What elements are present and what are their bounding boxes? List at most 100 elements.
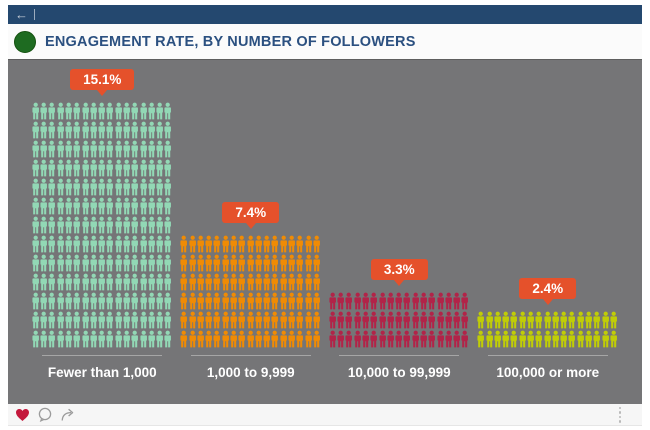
person-icon (148, 121, 155, 139)
person-icon (90, 311, 97, 329)
person-icon (280, 330, 287, 348)
person-icon (403, 311, 411, 329)
person-icon (148, 140, 155, 158)
person-icon (57, 102, 64, 120)
person-icon (48, 121, 56, 139)
person-icon (115, 140, 122, 158)
person-icon (81, 121, 89, 139)
category-label: 1,000 to 9,999 (206, 365, 295, 380)
comment-bubble-icon[interactable] (37, 407, 53, 422)
person-icon (40, 102, 47, 120)
person-icon (205, 254, 213, 272)
person-icon (461, 311, 469, 329)
person-icon (98, 311, 106, 329)
person-icon (156, 235, 164, 253)
person-icon (428, 330, 436, 348)
person-icon (387, 330, 394, 348)
person-icon (510, 311, 518, 329)
person-icon (115, 102, 122, 120)
person-icon (131, 197, 139, 215)
person-icon (123, 159, 130, 177)
person-icon (180, 273, 188, 291)
person-icon (213, 292, 221, 310)
person-icon (156, 178, 164, 196)
person-icon (140, 178, 147, 196)
person-icon (329, 330, 336, 348)
person-icon (238, 254, 246, 272)
person-icon (90, 140, 97, 158)
callout-pointer (542, 299, 553, 305)
person-icon (81, 311, 89, 329)
person-icon (106, 254, 114, 272)
person-icon (32, 292, 39, 310)
person-icon (123, 330, 130, 348)
person-icon (65, 159, 72, 177)
person-icon (148, 197, 155, 215)
back-arrow-icon[interactable]: ← (15, 7, 28, 22)
person-icon (535, 330, 543, 348)
person-icon (255, 273, 262, 291)
person-icon (40, 121, 47, 139)
person-icon (40, 254, 47, 272)
person-icon (230, 330, 237, 348)
person-icon (362, 292, 369, 310)
person-icon (32, 273, 39, 291)
person-icon (205, 235, 213, 253)
person-icon (180, 311, 188, 329)
person-icon (412, 330, 419, 348)
person-icon (164, 273, 172, 291)
person-icon (98, 197, 106, 215)
value-callout: 15.1% (70, 69, 135, 90)
person-icon (527, 330, 534, 348)
person-icon (140, 197, 147, 215)
person-icon (271, 311, 279, 329)
person-icon (164, 140, 172, 158)
person-icon (519, 330, 526, 348)
person-icon (288, 311, 296, 329)
person-icon (123, 216, 130, 234)
person-icon (40, 273, 47, 291)
drag-handle-dots-icon[interactable] (618, 406, 636, 423)
person-icon (57, 235, 64, 253)
person-icon (148, 330, 155, 348)
person-icon (568, 330, 576, 348)
person-icon (65, 292, 72, 310)
person-icon (73, 121, 81, 139)
person-icon (560, 330, 568, 348)
person-icon (98, 178, 106, 196)
person-icon (271, 254, 279, 272)
footer-actions (15, 407, 77, 422)
person-icon (123, 178, 130, 196)
person-icon (428, 292, 436, 310)
person-icon (345, 330, 353, 348)
person-icon (57, 121, 64, 139)
person-icon (115, 235, 122, 253)
like-heart-icon[interactable] (15, 408, 30, 422)
person-icon (164, 197, 172, 215)
person-icon (106, 235, 114, 253)
person-icon (131, 140, 139, 158)
person-icon (305, 235, 312, 253)
person-icon (387, 292, 394, 310)
share-arrow-icon[interactable] (60, 407, 77, 422)
person-icon (57, 330, 64, 348)
person-icon (148, 273, 155, 291)
person-icon (519, 311, 526, 329)
person-icon (263, 330, 271, 348)
person-icon (180, 330, 188, 348)
person-icon (57, 292, 64, 310)
person-icon (73, 311, 81, 329)
person-icon (213, 273, 221, 291)
person-icon (288, 292, 296, 310)
person-icon (164, 102, 172, 120)
person-icon (255, 254, 262, 272)
person-icon (123, 121, 130, 139)
person-icon (296, 273, 304, 291)
person-icon (140, 159, 147, 177)
person-icon (106, 273, 114, 291)
person-icon (57, 140, 64, 158)
person-icon (271, 235, 279, 253)
person-icon (502, 330, 510, 348)
person-icon (131, 121, 139, 139)
person-icon (81, 216, 89, 234)
